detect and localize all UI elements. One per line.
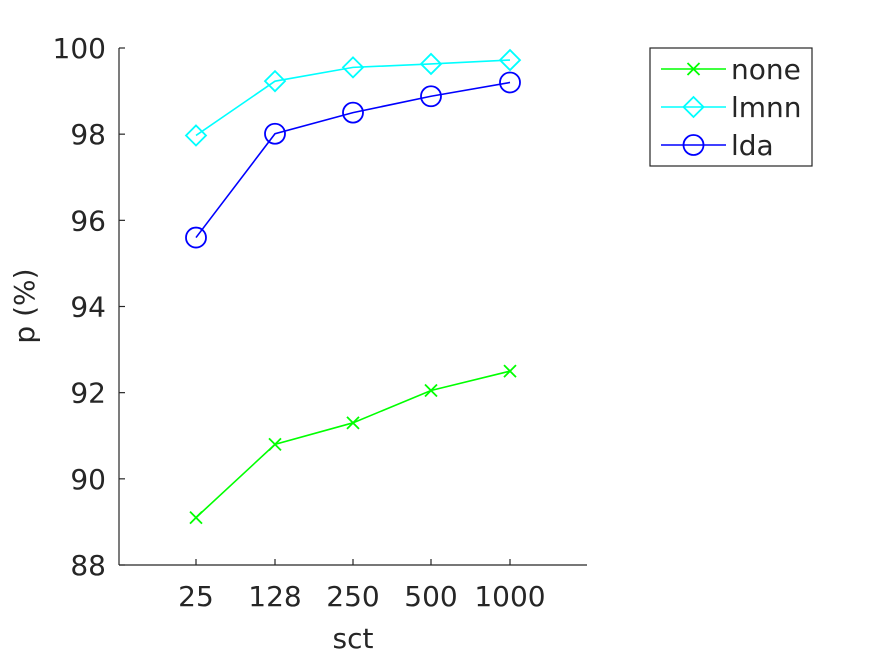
data-point-lda [264,122,286,145]
data-point-none [346,416,360,430]
series-line-lmnn [195,59,511,137]
legend-items: none lmnn lda [661,53,802,162]
x-tick-label: 500 [404,580,457,613]
legend: none lmnn lda [649,47,813,167]
data-point-none [503,364,517,378]
data-point-none [189,510,203,525]
series-line-lda [195,81,511,239]
y-tick-label: 98 [70,118,106,151]
x-axis-label: sct [333,622,374,655]
data-point-lda [499,71,521,94]
x-tick-label: 128 [248,580,301,613]
axes-background [119,48,587,565]
data-point-lmnn [263,69,287,93]
legend-marker-lda [682,134,705,156]
x-tick-label: 250 [326,580,379,613]
legend-item-lmnn: lmnn [661,91,802,124]
series-none [189,364,517,525]
legend-item-none: none [661,53,801,86]
data-point-lmnn [498,48,522,72]
x-tick-label: 25 [178,580,214,613]
x-tick-label: 1000 [474,580,545,613]
series-lmnn [184,48,522,147]
legend-label-lda: lda [731,129,774,162]
legend-marker-lmnn [682,95,705,119]
data-point-lda [420,85,442,108]
axis-layer: 88 90 92 94 96 98 100 25 128 250 500 1000 [53,32,587,613]
y-tick-label: 88 [70,549,106,582]
plot-layer [184,48,522,525]
series-lda [185,71,521,249]
data-point-lda [185,226,207,249]
data-point-lmnn [419,52,443,76]
y-tick-label: 90 [70,463,106,496]
data-point-lda [342,101,364,124]
y-tick-label: 96 [70,204,106,237]
legend-item-lda: lda [661,129,774,162]
y-tick-label: 92 [70,377,106,410]
y-axis-label: p (%) [8,268,41,343]
data-point-lmnn [184,124,208,147]
legend-label-none: none [731,53,801,86]
data-point-none [268,437,282,452]
y-tick-label: 100 [53,32,106,65]
legend-label-lmnn: lmnn [731,91,802,124]
y-tick-label: 94 [70,291,106,324]
legend-marker-none [686,62,701,76]
data-point-none [424,383,438,398]
data-point-lmnn [341,56,365,79]
